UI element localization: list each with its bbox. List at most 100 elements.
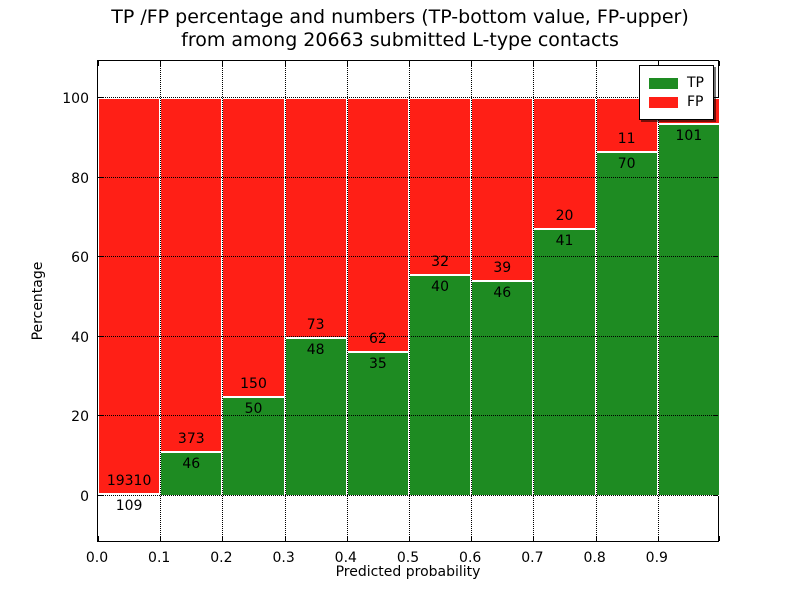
bar-fp-segment xyxy=(98,98,161,494)
x-tick-mark xyxy=(98,536,99,541)
y-tick-mark xyxy=(713,97,718,98)
x-tick-mark xyxy=(160,536,162,541)
y-tick-label: 80 xyxy=(71,170,89,187)
x-tick-mark xyxy=(284,61,286,66)
gridline-horizontal xyxy=(98,495,718,496)
tp-count-label: 70 xyxy=(617,156,636,173)
x-tick-mark xyxy=(533,61,535,66)
y-tick-label: 40 xyxy=(71,329,89,346)
x-tick-mark xyxy=(657,536,659,541)
x-tick-mark xyxy=(533,536,535,541)
plot-area: TP FP 19310 109 373 46 150 50 73 48 62 35 32 40 39 46 2… xyxy=(97,60,720,542)
x-axis-label: Predicted probability xyxy=(335,564,481,580)
bar-fp-segment xyxy=(471,98,534,281)
x-tick-mark xyxy=(98,61,99,66)
bar-tp-segment xyxy=(346,352,409,496)
y-tick-mark xyxy=(713,495,718,496)
x-tick-mark xyxy=(719,536,720,541)
tp-count-label: 41 xyxy=(555,232,574,249)
gridline-vertical xyxy=(657,61,659,541)
gridline-vertical xyxy=(160,61,162,541)
gridline-horizontal xyxy=(98,415,718,417)
gridline-horizontal xyxy=(98,335,718,337)
gridline-horizontal xyxy=(98,97,718,98)
tp-count-label: 101 xyxy=(675,127,703,144)
y-tick-label: 100 xyxy=(62,91,89,107)
gridline-vertical xyxy=(533,61,535,541)
x-tick-mark xyxy=(719,61,720,66)
tp-count-label: 46 xyxy=(182,456,201,473)
bar-fp-segment xyxy=(533,98,596,229)
x-tick-label: 0.7 xyxy=(521,550,544,566)
y-tick-mark xyxy=(98,256,103,258)
bar-tp-segment xyxy=(595,152,658,496)
chart-title-line1: TP /FP percentage and numbers (TP-bottom… xyxy=(111,6,689,28)
fp-count-label: 39 xyxy=(493,259,512,276)
x-tick-label: 0.6 xyxy=(459,550,482,566)
fp-count-label: 20 xyxy=(555,207,574,224)
bar-fp-segment xyxy=(346,98,409,353)
y-tick-mark xyxy=(713,176,718,178)
tp-count-label: 46 xyxy=(493,284,512,301)
y-tick-label: 0 xyxy=(80,489,89,505)
x-tick-mark xyxy=(222,536,224,541)
gridline-horizontal xyxy=(98,256,718,258)
tp-count-label: 35 xyxy=(368,356,387,373)
bar-tp-segment xyxy=(657,123,720,496)
fp-count-label: 373 xyxy=(177,431,205,448)
x-tick-mark xyxy=(409,536,410,541)
x-tick-mark xyxy=(595,61,597,66)
tp-count-label: 48 xyxy=(306,342,325,359)
gridline-vertical xyxy=(222,61,224,541)
legend-item: FP xyxy=(649,94,704,110)
fp-count-label: 19310 xyxy=(106,472,152,489)
gridline-vertical xyxy=(471,61,473,541)
x-tick-mark xyxy=(409,61,410,66)
fp-count-label: 62 xyxy=(368,331,387,348)
chart-title: TP /FP percentage and numbers (TP-bottom… xyxy=(60,6,740,52)
gridline-vertical xyxy=(284,61,286,541)
bar-fp-segment xyxy=(409,98,472,275)
x-tick-mark xyxy=(284,536,286,541)
x-tick-label: 0.0 xyxy=(85,550,109,566)
x-tick-mark xyxy=(471,61,473,66)
legend: TP FP xyxy=(639,65,714,120)
legend-label: FP xyxy=(687,94,704,110)
x-tick-mark xyxy=(657,61,659,66)
fp-count-label: 32 xyxy=(431,253,450,270)
legend-item: TP xyxy=(649,75,704,91)
legend-label: TP xyxy=(687,75,704,91)
y-axis-label: Percentage xyxy=(30,261,46,341)
bar-tp-segment xyxy=(284,338,347,496)
bar-fp-segment xyxy=(160,98,223,453)
y-tick-mark xyxy=(98,97,103,98)
x-tick-mark xyxy=(222,61,224,66)
y-tick-mark xyxy=(713,415,718,417)
x-tick-label: 0.1 xyxy=(148,550,171,566)
tp-count-label: 109 xyxy=(115,497,143,514)
y-tick-mark xyxy=(98,415,103,417)
gridline-horizontal xyxy=(98,176,718,178)
y-tick-mark xyxy=(98,176,103,178)
tp-count-label: 50 xyxy=(244,400,263,417)
legend-swatch-fp xyxy=(649,96,678,108)
gridline-vertical xyxy=(409,61,410,541)
fp-count-label: 11 xyxy=(617,131,636,148)
x-tick-label: 0.3 xyxy=(272,550,295,566)
x-tick-mark xyxy=(346,61,348,66)
x-tick-mark xyxy=(595,536,597,541)
bar-tp-segment xyxy=(409,274,472,496)
x-tick-label: 0.2 xyxy=(210,550,233,566)
fp-count-label: 150 xyxy=(240,375,267,392)
x-tick-label: 0.8 xyxy=(583,550,606,566)
tp-count-label: 40 xyxy=(431,278,450,295)
x-tick-mark xyxy=(346,536,348,541)
bar-fp-segment xyxy=(222,98,285,397)
y-tick-label: 60 xyxy=(71,250,89,267)
gridline-vertical xyxy=(346,61,348,541)
bar-fp-segment xyxy=(284,98,347,339)
fp-count-label: 73 xyxy=(306,317,325,334)
chart-title-line2: from among 20663 submitted L-type contac… xyxy=(181,29,619,51)
y-tick-label: 20 xyxy=(71,409,89,426)
